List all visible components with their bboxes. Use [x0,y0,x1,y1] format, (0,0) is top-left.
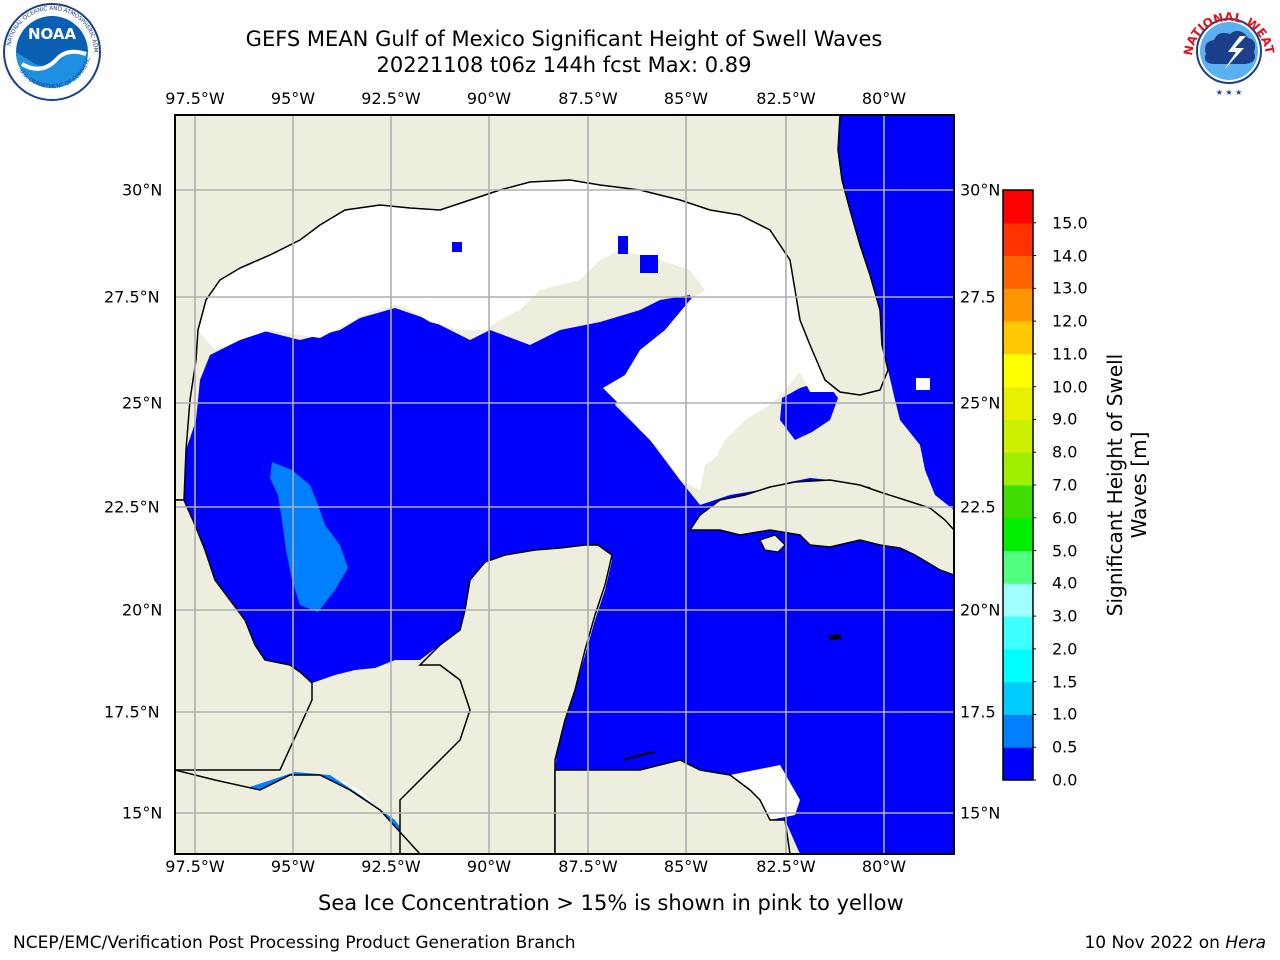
colorbar-segment [1003,353,1033,388]
atlantic-water [838,115,954,510]
sea-ice-note: Sea Ice Concentration > 15% is shown in … [318,891,904,915]
chart-title: GEFS MEAN Gulf of Mexico Significant Hei… [245,27,883,51]
lon-label-bottom: 92.5°W [361,857,421,876]
svg-text:NOAA: NOAA [28,25,77,43]
colorbar-tick-label: 1.0 [1052,704,1078,724]
colorbar-segment [1003,288,1033,322]
lon-label-bottom: 82.5°W [756,857,816,876]
lon-label-bottom: 80°W [861,857,907,876]
gulf-water [184,295,954,854]
lon-label-bottom: 97.5°W [165,857,225,876]
colorbar [1002,189,1036,781]
lon-label-top: 90°W [466,89,512,108]
colorbar-tick-label: 6.0 [1052,508,1078,528]
colorbar-segment [1003,550,1033,584]
colorbar-tick-label: 13.0 [1052,278,1088,298]
lat-label-left: 20°N [122,600,163,620]
colorbar-tick-label: 12.0 [1052,311,1088,331]
colorbar-tick-label: 7.0 [1052,475,1078,495]
colorbar-segment [1003,681,1033,715]
lon-label-top: 80°W [861,89,907,108]
lon-label-bottom: 85°W [663,857,709,876]
yucatan-land [175,544,613,854]
colorbar-tick-label: 11.0 [1052,344,1088,364]
date-text: 10 Nov 2022 on Hera [1084,933,1266,953]
colorbar-tick-label: 9.0 [1052,409,1078,429]
colorbar-segment [1003,616,1033,650]
date-host: Hera [1225,933,1266,953]
lat-label-right: 25°N [960,393,1001,413]
mexico-west-land [175,499,313,771]
colorbar-segment [1003,714,1033,748]
cuba-land [688,479,954,576]
colorbar-segment [1003,747,1033,781]
colorbar-segment [1003,452,1033,486]
swell-patch-central [270,462,348,612]
lat-label-left: 22.5°N [104,497,160,517]
colorbar-segment [1003,583,1033,617]
lon-label-bottom: 95°W [270,857,316,876]
lat-label-right: 17.5 [960,702,996,722]
lat-label-right: 20°N [960,600,1001,620]
caribbean-water [780,380,838,440]
colorbar-tick-label: 8.0 [1052,442,1078,462]
date-prefix: 10 Nov 2022 on [1084,933,1220,953]
colorbar-tick-label: 14.0 [1052,246,1088,266]
lat-label-right: 27.5 [960,287,996,307]
national-weather-service-logo: NATIONAL WEATHER SERVICE ★ ★ ★ [1180,2,1277,98]
colorbar-segment [1003,485,1033,519]
chart-subtitle: 20221108 t06z 144h fcst Max: 0.89 [376,53,752,77]
lat-label-left: 30°N [122,180,163,200]
colorbar-label-line2: Waves [m] [1127,431,1151,539]
colorbar-tick-label: 5.0 [1052,541,1078,561]
colorbar-segment [1003,386,1033,420]
lat-label-right: 22.5 [960,497,996,517]
colorbar-tick-label: 3.0 [1052,606,1078,626]
colorbar-tick-label: 1.5 [1052,672,1078,692]
colorbar-segment [1003,648,1033,683]
lon-label-top: 97.5°W [165,89,225,108]
lat-label-left: 17.5°N [104,702,160,722]
colorbar-segment [1003,190,1033,224]
colorbar-tick-label: 0.5 [1052,737,1078,757]
lon-label-bottom: 87.5°W [558,857,618,876]
central-america-land [554,759,791,854]
colorbar-tick-label: 10.0 [1052,377,1088,397]
lon-label-top: 85°W [663,89,709,108]
no-data-northern-gulf [198,180,835,490]
lat-label-left: 25°N [122,393,163,413]
lat-label-left: 15°N [122,803,163,823]
lon-label-top: 95°W [270,89,316,108]
lat-label-right: 15°N [960,803,1001,823]
colorbar-tick-label: 4.0 [1052,573,1078,593]
colorbar-tick-label: 2.0 [1052,639,1078,659]
lat-label-right: 30°N [960,180,1001,200]
credit-text: NCEP/EMC/Verification Post Processing Pr… [13,933,576,953]
svg-text:★ ★ ★: ★ ★ ★ [1216,88,1243,97]
colorbar-segment [1003,255,1033,289]
colorbar-segment [1003,517,1033,552]
lon-label-bottom: 90°W [466,857,512,876]
lon-label-top: 87.5°W [558,89,618,108]
colorbar-label-line1: Significant Height of Swell [1103,353,1127,617]
colorbar-segment [1003,419,1033,453]
grid-lines [175,115,954,854]
lat-label-left: 27.5°N [104,287,160,307]
noaa-logo: NOAA NATIONAL OCEANIC AND ATMOSPHERIC AD… [2,2,101,101]
colorbar-label: Significant Height of Swell Waves [m] [1103,354,1151,616]
lon-label-top: 92.5°W [361,89,421,108]
map-frame [174,114,955,855]
colorbar-segment [1003,222,1033,257]
lon-label-top: 82.5°W [756,89,816,108]
colorbar-tick-label: 15.0 [1052,213,1088,233]
colorbar-tick-label: 0.0 [1052,770,1078,790]
colorbar-segment [1003,321,1033,355]
